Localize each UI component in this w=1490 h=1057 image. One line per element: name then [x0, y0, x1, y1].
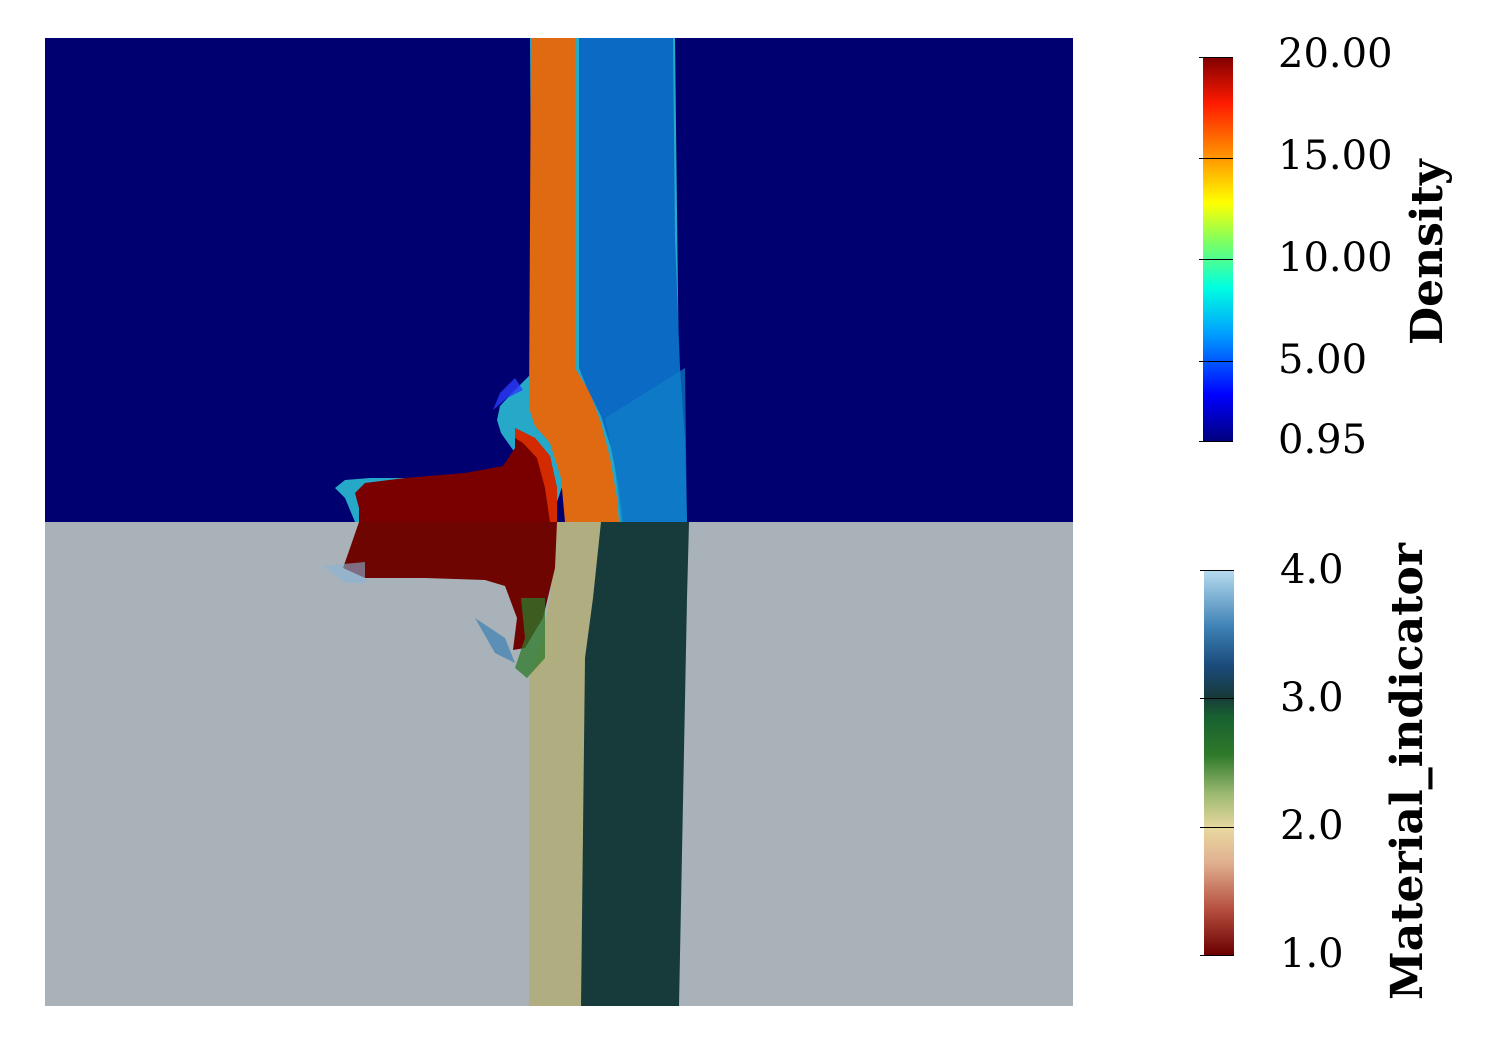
density-colorbar: [1199, 57, 1233, 442]
density-tick-mark: [1199, 57, 1233, 58]
simulation-plot: [45, 38, 1073, 1006]
material-tick-label: 4.0: [1280, 547, 1344, 593]
material-tick-mark: [1200, 955, 1234, 956]
density-tick-label: 0.95: [1278, 417, 1368, 463]
density-tick-mark: [1199, 441, 1233, 442]
material-tick-mark: [1200, 570, 1234, 571]
material-colorbar: [1200, 570, 1234, 956]
material-colorbar-title: Material_indicator: [1382, 543, 1433, 1000]
density-fringe-arc: [493, 378, 523, 410]
material-colorbar-gradient: [1204, 570, 1234, 955]
material-2-column: [529, 522, 601, 1006]
material-1-projectile: [343, 522, 557, 650]
density-projectile-rim: [515, 428, 557, 522]
density-tick-label: 10.00: [1278, 235, 1393, 281]
material-3-column: [581, 522, 689, 1006]
density-tick-mark: [1199, 361, 1233, 362]
material-tick-label: 2.0: [1280, 803, 1344, 849]
density-colorbar-title: Density: [1402, 159, 1453, 345]
material-interface-fringe: [323, 562, 365, 583]
density-tick-label: 5.00: [1278, 337, 1368, 383]
density-tick-mark: [1199, 158, 1233, 159]
density-tick-label: 20.00: [1278, 31, 1393, 77]
density-dense-column: [529, 38, 619, 522]
material-tick-mark: [1200, 827, 1234, 828]
material-tick-label: 1.0: [1280, 931, 1344, 977]
material-tick-label: 3.0: [1280, 675, 1344, 721]
material-green-rim: [515, 598, 545, 678]
density-projectile: [355, 428, 557, 522]
material-tick-mark: [1200, 698, 1234, 699]
material-interface-fringe-2: [475, 618, 515, 663]
density-colorbar-gradient: [1203, 57, 1233, 441]
density-tick-label: 15.00: [1278, 133, 1393, 179]
density-tick-mark: [1199, 259, 1233, 260]
density-light-column-shade: [605, 368, 687, 522]
